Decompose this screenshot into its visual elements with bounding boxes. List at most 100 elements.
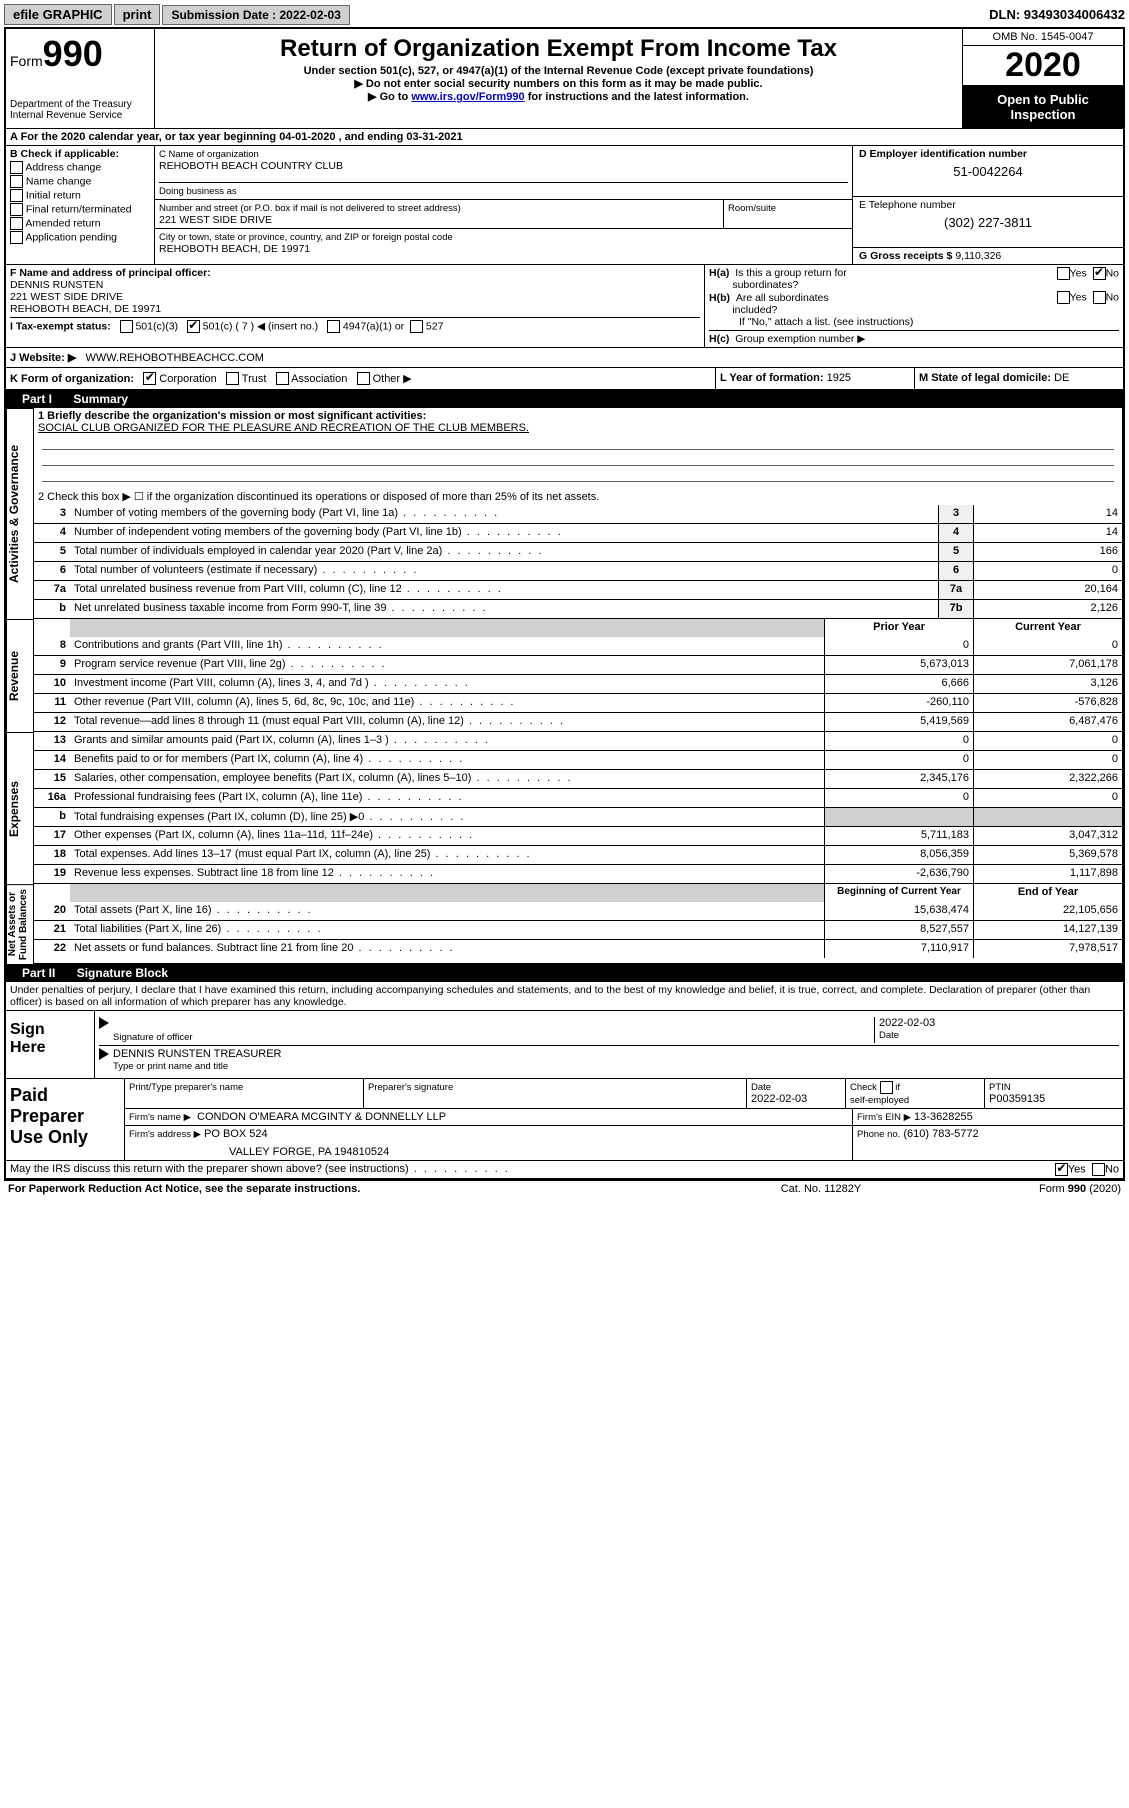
top-bar: efile GRAPHIC print Submission Date : 20… (4, 4, 1125, 25)
end-year-header: End of Year (973, 884, 1122, 902)
arrow-icon (99, 1048, 109, 1060)
preparer-sig-label: Preparer's signature (368, 1082, 453, 1093)
table-row: 4Number of independent voting members of… (34, 523, 1122, 542)
mission-statement: SOCIAL CLUB ORGANIZED FOR THE PLEASURE A… (38, 422, 529, 434)
dba-label: Doing business as (159, 186, 237, 197)
check-4947[interactable] (327, 320, 340, 333)
form-header: Form990 Department of the TreasuryIntern… (6, 29, 1123, 129)
firm-addr-label: Firm's address ▶ (129, 1129, 201, 1140)
phone-value: (610) 783-5772 (903, 1128, 978, 1140)
footer: For Paperwork Reduction Act Notice, see … (4, 1181, 1125, 1197)
table-row: 12Total revenue—add lines 8 through 11 (… (34, 712, 1122, 731)
firm-ein-value: 13-3628255 (914, 1111, 973, 1123)
preparer-date: 2022-02-03 (751, 1093, 807, 1105)
vert-label-exp: Expenses (6, 732, 34, 884)
arrow-icon (99, 1017, 109, 1029)
table-row: 6Total number of volunteers (estimate if… (34, 561, 1122, 580)
form-container: Form990 Department of the TreasuryIntern… (4, 27, 1125, 1181)
firm-addr1: PO BOX 524 (204, 1128, 268, 1140)
footer-left: For Paperwork Reduction Act Notice, see … (8, 1183, 721, 1195)
sig-date-label: Date (879, 1030, 899, 1041)
irs-link[interactable]: www.irs.gov/Form990 (411, 91, 524, 103)
instr2-post: for instructions and the latest informat… (525, 91, 749, 103)
part2-title: Signature Block (77, 966, 168, 980)
preparer-date-label: Date (751, 1082, 771, 1093)
hb-no[interactable] (1093, 291, 1106, 304)
sign-here-label: SignHere (6, 1011, 95, 1078)
hb-yes[interactable] (1057, 291, 1070, 304)
section-b-label: B Check if applicable: (10, 148, 119, 160)
check-527[interactable] (410, 320, 423, 333)
department-label: Department of the TreasuryInternal Reven… (10, 99, 150, 121)
firm-ein-label: Firm's EIN ▶ (857, 1112, 911, 1123)
officer-city: REHOBOTH BEACH, DE 19971 (10, 303, 161, 315)
firm-name-value: CONDON O'MEARA MCGINTY & DONNELLY LLP (197, 1111, 446, 1123)
discuss-label: May the IRS discuss this return with the… (10, 1163, 1055, 1176)
ha-no[interactable]: ✔ (1093, 267, 1106, 280)
form-label: Form (10, 53, 43, 69)
check-corporation[interactable]: ✔ (143, 372, 156, 385)
net-assets-section: Net Assets orFund Balances Beginning of … (6, 884, 1123, 964)
current-year-header: Current Year (973, 619, 1122, 637)
form-title: Return of Organization Exempt From Incom… (159, 35, 958, 63)
check-amended-return[interactable]: Amended return (10, 217, 150, 230)
check-self-employed[interactable]: Check ifself-employed (850, 1082, 909, 1106)
table-row: 10Investment income (Part VIII, column (… (34, 674, 1122, 693)
part1-title: Summary (73, 392, 128, 406)
website-row: J Website: ▶ WWW.REHOBOTHBEACHCC.COM (6, 348, 1123, 368)
website-label: J Website: ▶ (10, 352, 76, 364)
dln: DLN: 93493034006432 (989, 7, 1125, 22)
check-address-change[interactable]: Address change (10, 161, 150, 174)
table-row: 21Total liabilities (Part X, line 26)8,5… (34, 920, 1122, 939)
part1-header: Part I Summary (6, 390, 1123, 408)
print-name-label: Print/Type preparer's name (129, 1082, 243, 1093)
check-name-change[interactable]: Name change (10, 175, 150, 188)
gross-receipts-value: 9,110,326 (955, 250, 1001, 262)
state-domicile-value: DE (1054, 372, 1069, 384)
omb-number: OMB No. 1545-0047 (963, 29, 1123, 46)
print-button[interactable]: print (114, 4, 161, 25)
prior-year-header: Prior Year (824, 619, 973, 637)
street-label: Number and street (or P.O. box if mail i… (159, 203, 461, 214)
section-f: F Name and address of principal officer:… (6, 265, 705, 347)
table-row: 22Net assets or fund balances. Subtract … (34, 939, 1122, 958)
ein-label: D Employer identification number (859, 148, 1027, 160)
check-final-return[interactable]: Final return/terminated (10, 203, 150, 216)
check-501c3[interactable] (120, 320, 133, 333)
org-name: REHOBOTH BEACH COUNTRY CLUB (159, 160, 343, 172)
activities-governance-section: Activities & Governance 1 Briefly descri… (6, 408, 1123, 619)
check-501c[interactable]: ✔ (187, 320, 200, 333)
check-trust[interactable] (226, 372, 239, 385)
begin-year-header: Beginning of Current Year (824, 884, 973, 902)
table-row: 7aTotal unrelated business revenue from … (34, 580, 1122, 599)
ha-yes[interactable] (1057, 267, 1070, 280)
expenses-section: Expenses 13Grants and similar amounts pa… (6, 732, 1123, 884)
telephone-value: (302) 227-3811 (859, 215, 1117, 230)
discuss-row: May the IRS discuss this return with the… (6, 1161, 1123, 1179)
section-c: C Name of organization REHOBOTH BEACH CO… (155, 146, 853, 264)
section-bcd: B Check if applicable: Address change Na… (6, 146, 1123, 265)
discuss-no[interactable] (1092, 1163, 1105, 1176)
table-row: 16aProfessional fundraising fees (Part I… (34, 788, 1122, 807)
vert-label-rev: Revenue (6, 619, 34, 732)
section-h: H(a) Is this a group return for subordin… (705, 265, 1123, 347)
line2: 2 Check this box ▶ ☐ if the organization… (34, 484, 1122, 505)
sig-date-value: 2022-02-03 (879, 1017, 935, 1029)
table-row: 3Number of voting members of the governi… (34, 505, 1122, 523)
check-other[interactable] (357, 372, 370, 385)
tax-year-row: A For the 2020 calendar year, or tax yea… (6, 129, 1123, 146)
check-application-pending[interactable]: Application pending (10, 231, 150, 244)
discuss-yes[interactable]: ✔ (1055, 1163, 1068, 1176)
vert-label-net: Net Assets orFund Balances (6, 884, 34, 964)
website-value: WWW.REHOBOTHBEACHCC.COM (86, 352, 264, 364)
tax-year: 2020 (963, 46, 1123, 86)
line1-label: 1 Briefly describe the organization's mi… (38, 410, 426, 422)
ptin-value: P00359135 (989, 1093, 1045, 1105)
vert-label-gov: Activities & Governance (6, 408, 34, 619)
submission-date: Submission Date : 2022-02-03 (162, 5, 349, 25)
table-row: bNet unrelated business taxable income f… (34, 599, 1122, 618)
check-association[interactable] (276, 372, 289, 385)
check-initial-return[interactable]: Initial return (10, 189, 150, 202)
form-number: 990 (43, 33, 103, 74)
ptin-label: PTIN (989, 1082, 1011, 1093)
